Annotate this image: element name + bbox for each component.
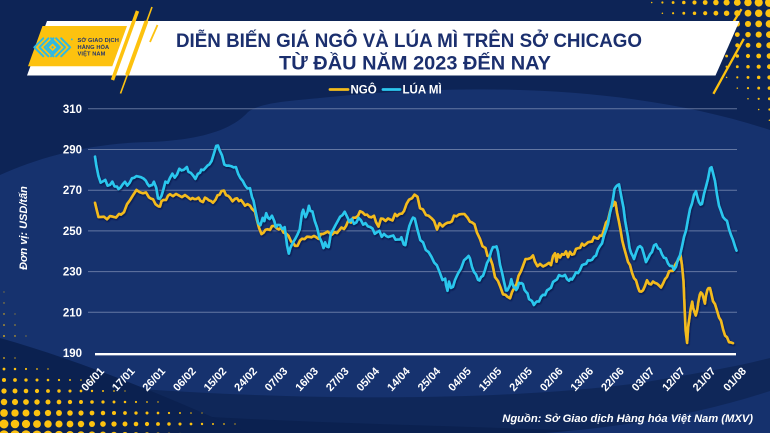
svg-text:Nguồn: Sở Giao dịch Hàng hóa V: Nguồn: Sở Giao dịch Hàng hóa Việt Nam (M… bbox=[502, 413, 753, 425]
svg-text:HÀNG HÓA: HÀNG HÓA bbox=[78, 43, 110, 51]
svg-text:TỪ ĐẦU NĂM 2023 ĐẾN NAY: TỪ ĐẦU NĂM 2023 ĐẾN NAY bbox=[279, 51, 551, 75]
svg-text:290: 290 bbox=[63, 145, 82, 157]
svg-text:Đơn vị: USD/tấn: Đơn vị: USD/tấn bbox=[18, 186, 30, 270]
svg-text:NGÔ: NGÔ bbox=[351, 84, 377, 97]
svg-text:VIỆT NAM: VIỆT NAM bbox=[78, 50, 106, 58]
svg-text:DIỄN BIẾN GIÁ NGÔ VÀ LÚA MÌ TR: DIỄN BIẾN GIÁ NGÔ VÀ LÚA MÌ TRÊN SỞ CHIC… bbox=[176, 28, 642, 52]
svg-text:310: 310 bbox=[63, 104, 82, 116]
svg-text:230: 230 bbox=[63, 267, 82, 279]
svg-text:210: 210 bbox=[63, 307, 82, 319]
svg-text:270: 270 bbox=[63, 185, 82, 197]
svg-text:190: 190 bbox=[63, 348, 82, 360]
svg-text:SỞ GIAO DỊCH: SỞ GIAO DỊCH bbox=[78, 37, 119, 44]
svg-text:LÚA MÌ: LÚA MÌ bbox=[403, 84, 442, 97]
svg-text:250: 250 bbox=[63, 226, 82, 238]
